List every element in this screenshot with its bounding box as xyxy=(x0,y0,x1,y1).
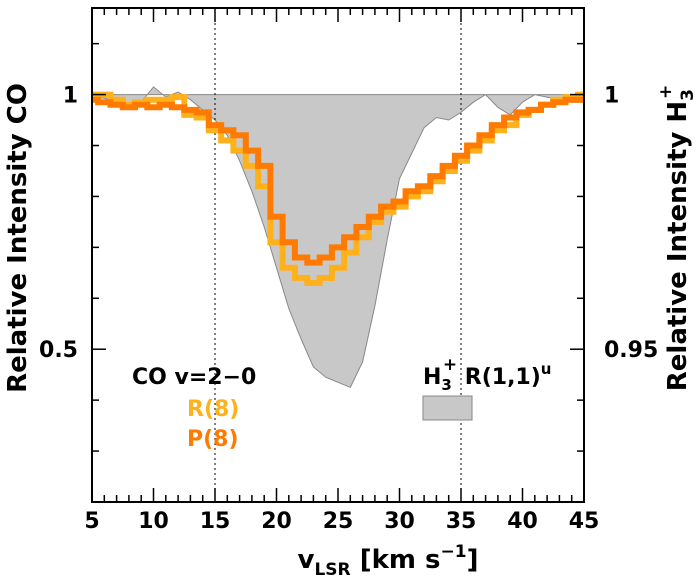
x-tick-label: 5 xyxy=(84,509,99,534)
co-series xyxy=(92,91,584,286)
x-tick-label: 30 xyxy=(384,509,415,534)
x-tick-label: 10 xyxy=(138,509,169,534)
x-tick-label: 15 xyxy=(200,509,231,534)
x-tick-label: 20 xyxy=(261,509,292,534)
y-axis-left-title: Relative Intensity CO xyxy=(3,83,33,393)
x-tick-label: 40 xyxy=(507,509,538,534)
y-right-tick-label: 1 xyxy=(604,84,619,109)
legend-h3-swatch xyxy=(422,395,473,421)
series-p8-line xyxy=(92,96,584,266)
legend-h3-label: H3+ R(1,1)u xyxy=(423,355,551,394)
axis-ticks xyxy=(91,8,585,502)
y-right-tick-label: 0.95 xyxy=(604,338,658,363)
h3-absorption-fill xyxy=(91,86,585,389)
x-tick-label: 45 xyxy=(569,509,600,534)
legend-co-title: CO v=2−0 xyxy=(132,365,256,390)
y-left-tick-label: 0.5 xyxy=(39,338,78,363)
h3-absorption-area xyxy=(91,86,585,389)
x-axis-title: vLSR [km s−1] xyxy=(298,542,479,580)
x-tick-label: 25 xyxy=(323,509,354,534)
legend-r8-label: R(8) xyxy=(187,397,239,422)
x-tick-label: 35 xyxy=(446,509,477,534)
tick-labels: 5 10 15 20 25 30 35 40 45 0.5 1 0.95 1 xyxy=(39,84,658,534)
y-axis-right-title: Relative Intensity H3+ xyxy=(656,85,698,392)
legend-p8-label: P(8) xyxy=(187,427,239,452)
y-left-tick-label: 1 xyxy=(63,84,78,109)
